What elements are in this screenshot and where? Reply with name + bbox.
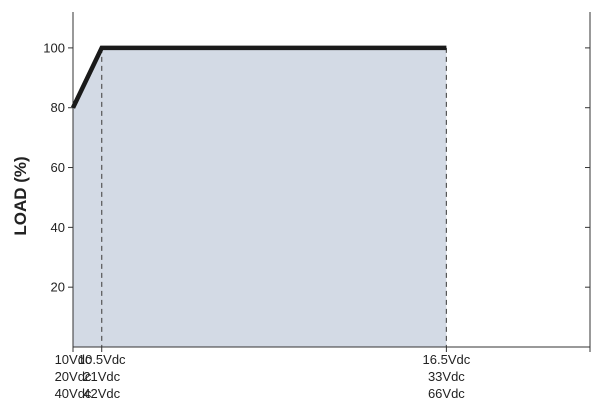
y-tick-label-80: 80 (51, 100, 65, 115)
plot-area: 20 40 60 80 100 10Vdc 20Vdc 40Vdc 10.5Vdc 21Vdc 42… (43, 12, 591, 401)
y-axis-label: LOAD (%) (11, 156, 30, 235)
operating-area (73, 47, 447, 348)
x-tick-label-2-0: 16.5Vdc (423, 352, 471, 367)
load-curve (70, 45, 447, 109)
x-tick-label-0-1: 20Vdc (55, 369, 92, 384)
x-tick-label-2-2: 66Vdc (428, 386, 465, 401)
y-tick-label-20: 20 (51, 280, 65, 295)
x-tick-label-1-0: 10.5Vdc (78, 352, 126, 367)
x-tick-label-1-2: 42Vdc (83, 386, 120, 401)
x-tick-label-1-1: 21Vdc (83, 369, 120, 384)
y-tick-label-100: 100 (43, 40, 65, 55)
x-tick-label-0-2: 40Vdc (55, 386, 92, 401)
y-tick-label-60: 60 (51, 160, 65, 175)
y-tick-label-40: 40 (51, 220, 65, 235)
x-tick-label-2-1: 33Vdc (428, 369, 465, 384)
x-tick-label-0-0: 10Vdc (55, 352, 92, 367)
